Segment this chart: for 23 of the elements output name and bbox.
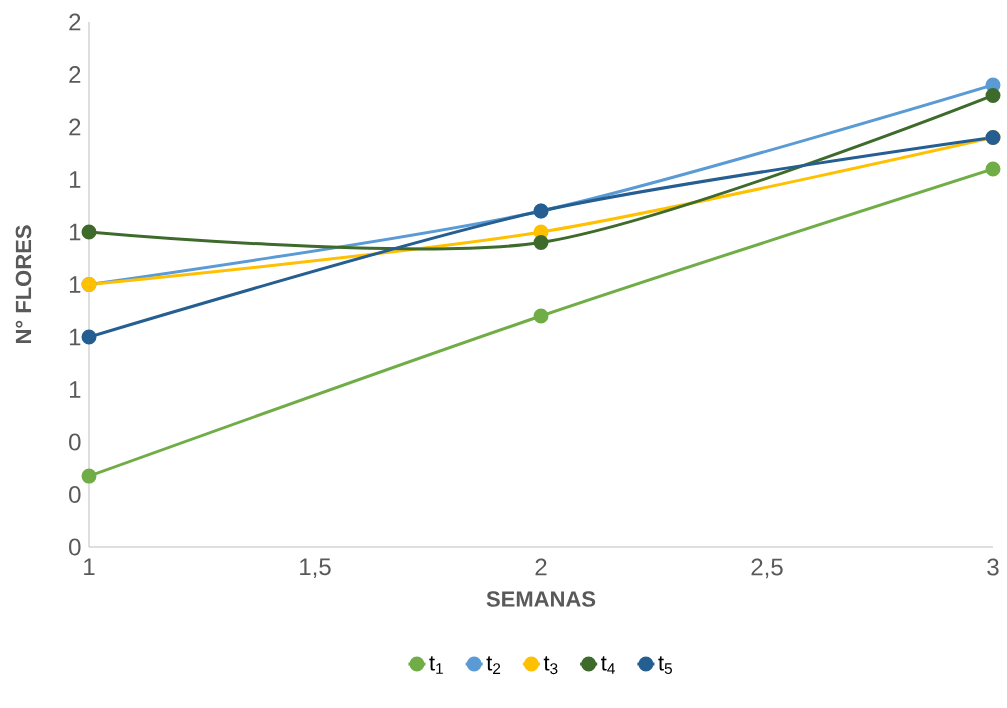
y-tick-label: 1 [69, 223, 81, 241]
x-axis-title: SEMANAS [486, 591, 596, 607]
x-tick-label: 1 [84, 558, 95, 576]
y-tick-label: 0 [69, 433, 81, 451]
y-tick-label: 1 [69, 328, 81, 346]
x-tick-label: 3 [987, 558, 999, 576]
x-tick-label: 1,5 [300, 558, 331, 579]
legend-label: t$_{4}$ [601, 656, 615, 674]
legend-label: t$_{3}$ [543, 656, 558, 675]
y-tick-label: 2 [69, 118, 81, 136]
x-tick-label: 2 [535, 558, 547, 576]
legend-label: t$_{2}$ [486, 656, 501, 675]
y-tick-label: 1 [69, 381, 81, 398]
y-tick-label: 0 [69, 486, 81, 503]
y-tick-label: 1 [69, 171, 81, 188]
y-tick-label: 1 [69, 276, 81, 293]
legend-label: t$_{1}$ [429, 656, 443, 674]
y-tick-label: 0 [69, 538, 81, 556]
y-tick-label: 2 [69, 13, 81, 31]
y-tick-label: 2 [69, 66, 81, 83]
legend-label: t$_{5}$ [658, 656, 672, 675]
y-axis-title: N° FLORES [15, 225, 32, 344]
x-tick-label: 2,5 [751, 558, 783, 579]
